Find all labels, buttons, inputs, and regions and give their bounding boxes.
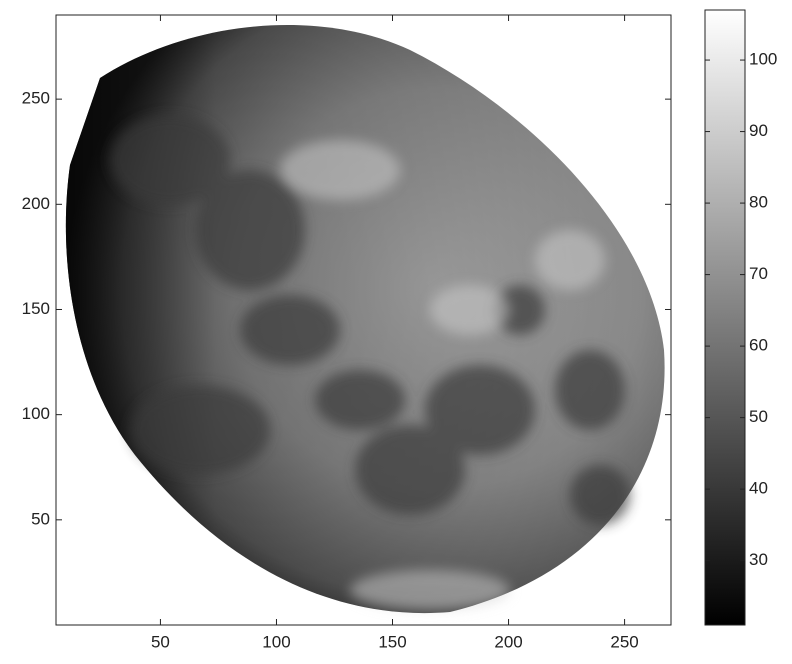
colorbar-tick-label: 50 — [749, 407, 768, 426]
colorbar-tick-label: 100 — [749, 50, 777, 69]
colorbar-tick-label: 70 — [749, 264, 768, 283]
page: 50 100 150 200 250 50 100 150 200 250 30 40 50 60 70 80… — [0, 0, 792, 664]
chart: 50 100 150 200 250 50 100 150 200 250 30 40 50 60 70 80… — [0, 0, 792, 659]
x-tick-label: 100 — [262, 632, 290, 651]
colorbar-tick-label: 40 — [749, 479, 768, 498]
y-tick-label: 200 — [22, 194, 50, 213]
y-tick-label: 100 — [22, 404, 50, 423]
colorbar-tick-label: 80 — [749, 193, 768, 212]
x-tick-label: 150 — [378, 632, 406, 651]
y-tick-label: 250 — [22, 89, 50, 108]
x-tick-label: 250 — [610, 632, 638, 651]
colorbar — [705, 10, 745, 625]
x-tick-label: 50 — [151, 632, 170, 651]
colorbar-tick-label: 30 — [749, 550, 768, 569]
x-tick-label: 200 — [494, 632, 522, 651]
colorbar-tick-label: 60 — [749, 336, 768, 355]
colorbar-tick-label: 90 — [749, 121, 768, 140]
y-tick-label: 50 — [31, 509, 50, 528]
y-tick-label: 150 — [22, 299, 50, 318]
